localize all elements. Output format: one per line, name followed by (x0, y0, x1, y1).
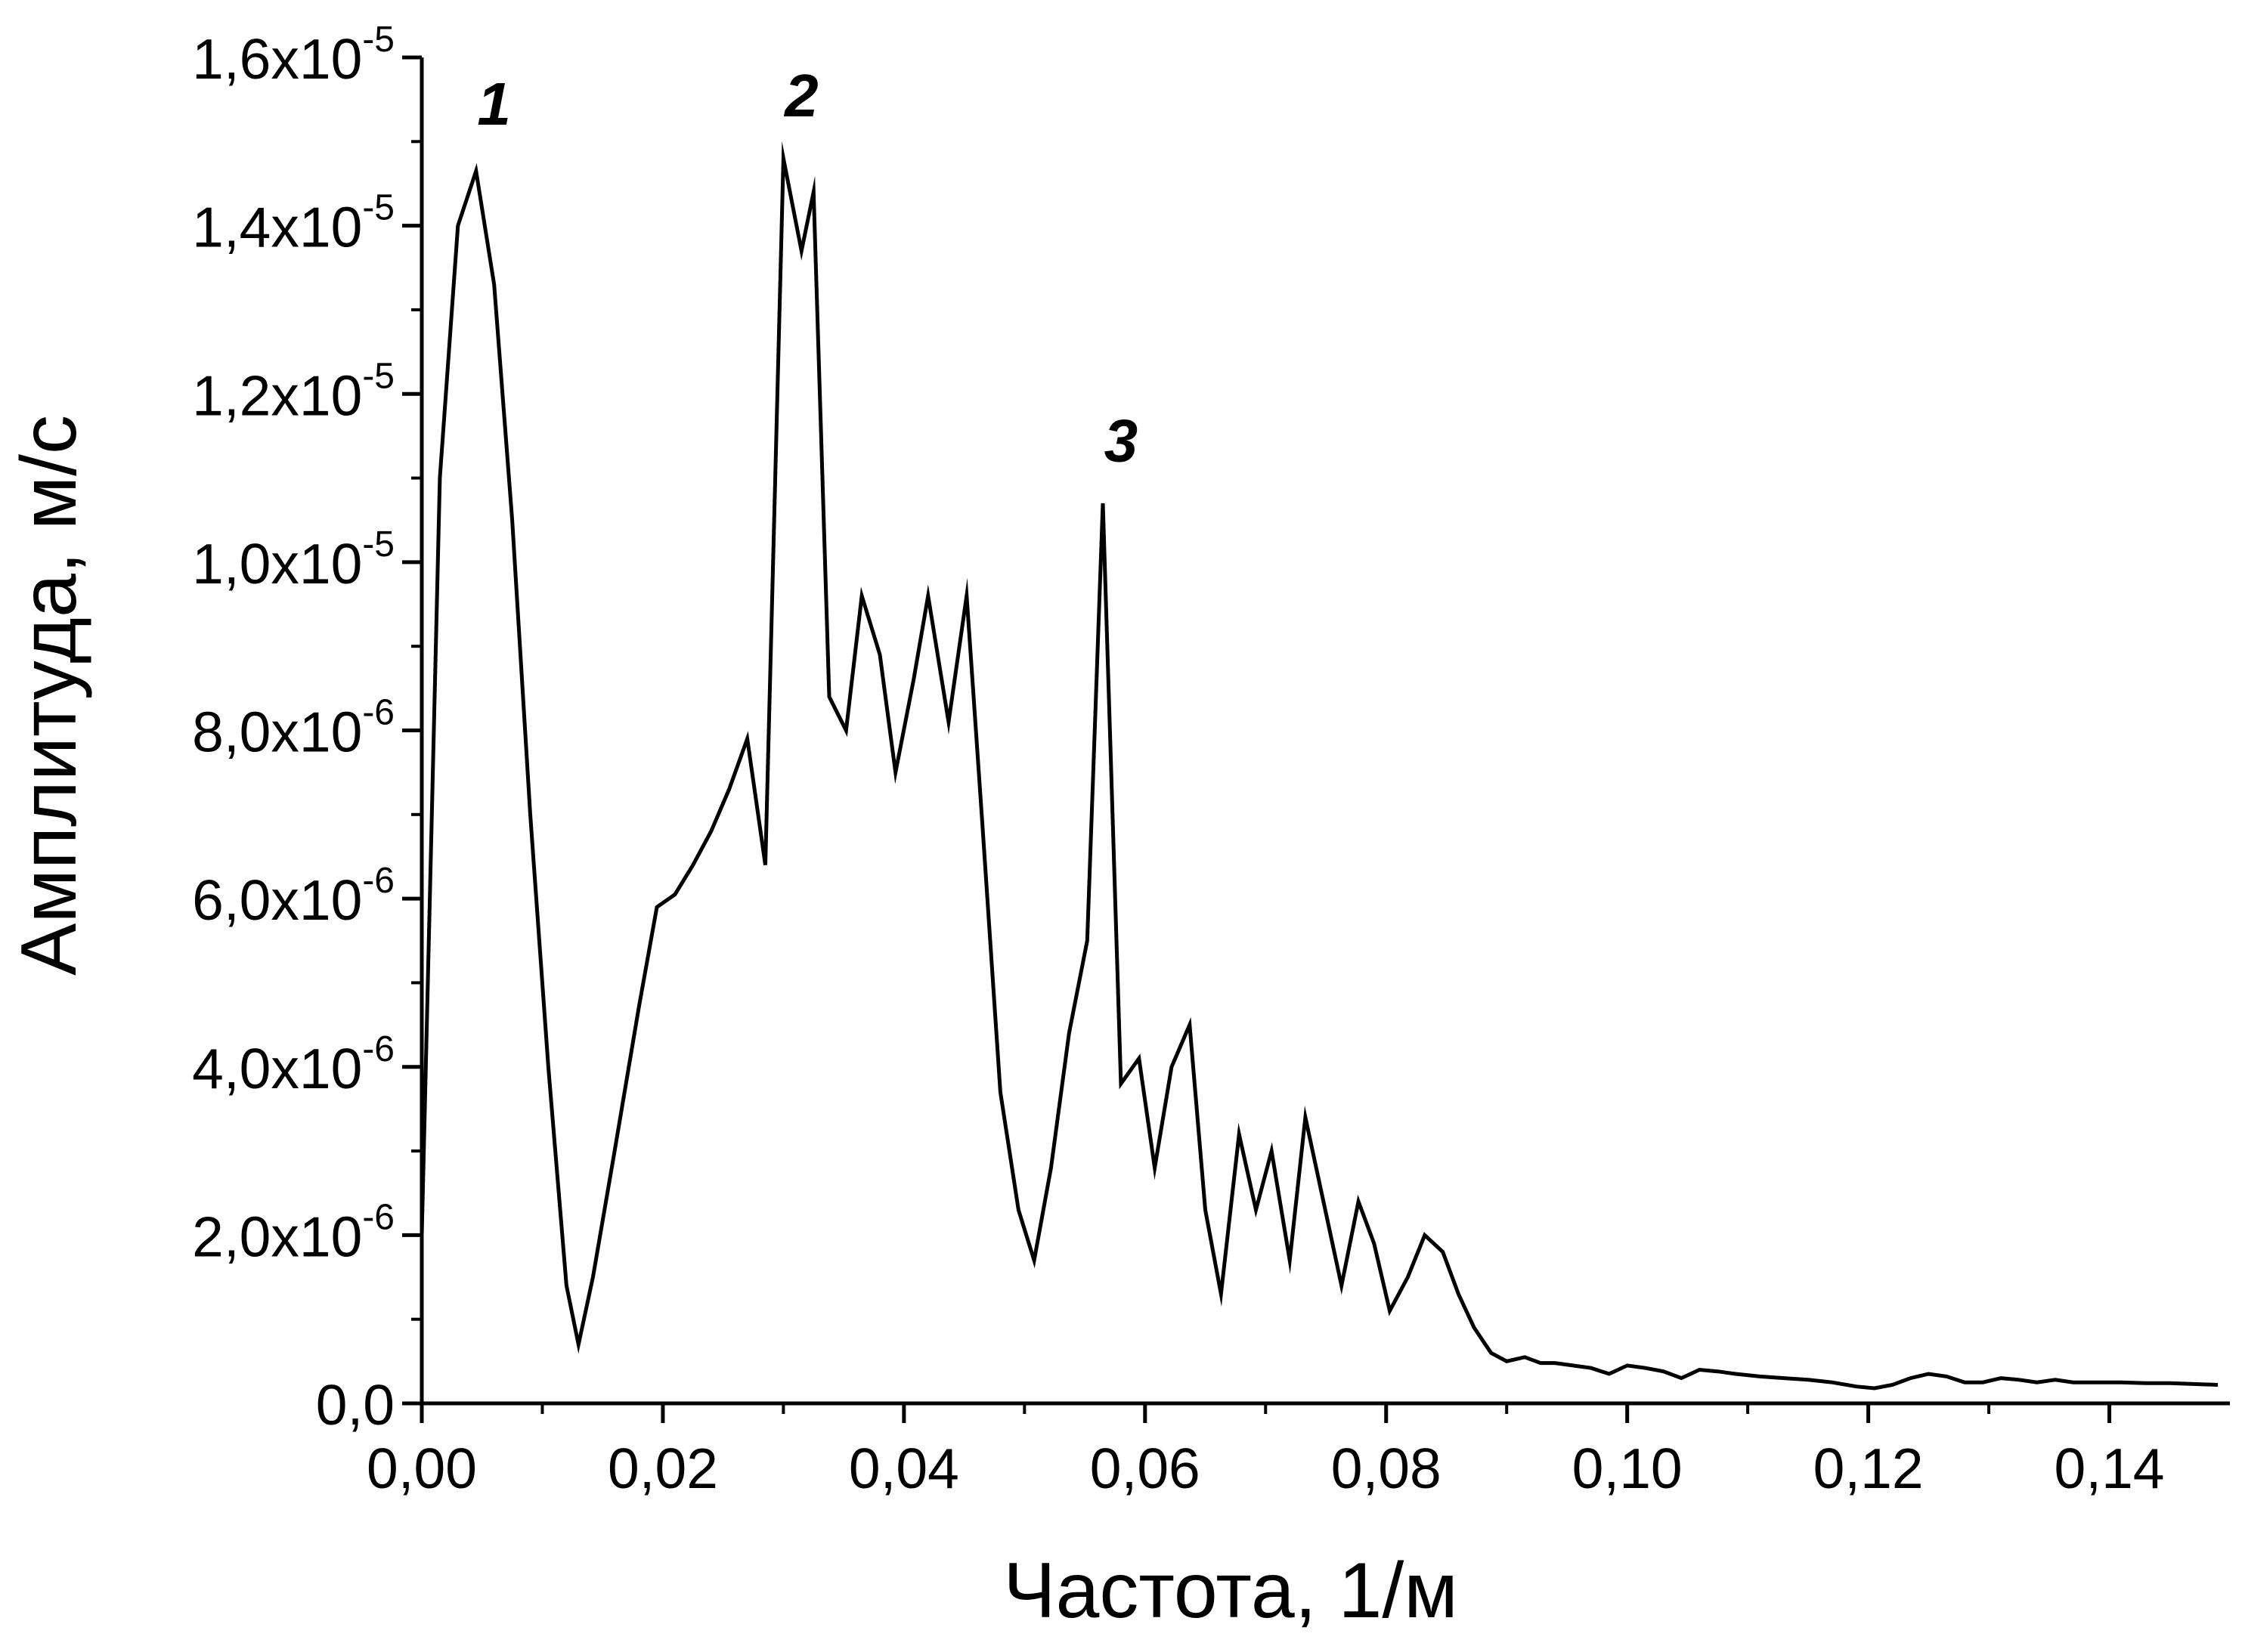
y-tick-exponent: -6 (362, 693, 395, 733)
y-tick-mantissa: 1,0x10 (192, 532, 362, 596)
y-tick-mantissa: 6,0x10 (192, 868, 362, 932)
chart-axes (420, 57, 2230, 1406)
y-tick-mantissa: 1,6x10 (192, 27, 362, 91)
peak-annotations: 1 2 3 (477, 62, 1138, 474)
y-tick-label: 1,4x10-5 (192, 188, 395, 259)
x-tick-label: 0,10 (1572, 1437, 1683, 1500)
x-axis-ticks: 0,00 0,02 0,04 0,06 0,08 0,10 0,12 0,14 (367, 1403, 2165, 1500)
y-tick-exponent: -6 (362, 1197, 395, 1237)
x-tick-label: 0,04 (849, 1437, 959, 1500)
y-tick-mantissa: 8,0x10 (192, 701, 362, 764)
y-tick-label: 2,0x10-6 (192, 1197, 395, 1268)
x-axis-title: Частота, 1/м (1003, 1547, 1458, 1635)
x-tick-label: 0,14 (2055, 1437, 2165, 1500)
y-tick-exponent: -5 (362, 524, 395, 565)
peak-label: 2 (783, 62, 819, 129)
y-tick-label: 8,0x10-6 (192, 693, 395, 764)
y-axis-ticks: 0,02,0x10-64,0x10-66,0x10-68,0x10-61,0x1… (192, 20, 422, 1437)
y-tick-label: 1,6x10-5 (192, 20, 395, 91)
y-tick-exponent: -6 (362, 861, 395, 901)
y-tick-mantissa: 0,0 (316, 1373, 395, 1437)
peak-label: 3 (1104, 407, 1138, 474)
y-tick-mantissa: 2,0x10 (192, 1205, 362, 1268)
y-tick-label: 0,0 (316, 1373, 395, 1437)
y-tick-mantissa: 1,2x10 (192, 364, 362, 427)
y-tick-label: 1,0x10-5 (192, 524, 395, 596)
y-tick-label: 1,2x10-5 (192, 356, 395, 427)
y-tick-exponent: -6 (362, 1029, 395, 1069)
y-tick-exponent: -5 (362, 20, 395, 60)
y-tick-exponent: -5 (362, 356, 395, 396)
data-series (420, 141, 2219, 1391)
y-axis-title: Амплитуда, м/с (5, 415, 93, 976)
x-tick-label: 0,12 (1813, 1437, 1924, 1500)
spectrum-line (420, 141, 2219, 1391)
y-tick-label: 6,0x10-6 (192, 861, 395, 932)
x-tick-label: 0,00 (367, 1437, 477, 1500)
y-tick-mantissa: 4,0x10 (192, 1037, 362, 1100)
x-tick-label: 0,02 (608, 1437, 718, 1500)
y-tick-label: 4,0x10-6 (192, 1029, 395, 1100)
y-tick-mantissa: 1,4x10 (192, 196, 362, 259)
x-tick-label: 0,06 (1090, 1437, 1200, 1500)
x-tick-label: 0,08 (1331, 1437, 1442, 1500)
peak-label: 1 (477, 70, 511, 138)
y-tick-exponent: -5 (362, 188, 395, 228)
